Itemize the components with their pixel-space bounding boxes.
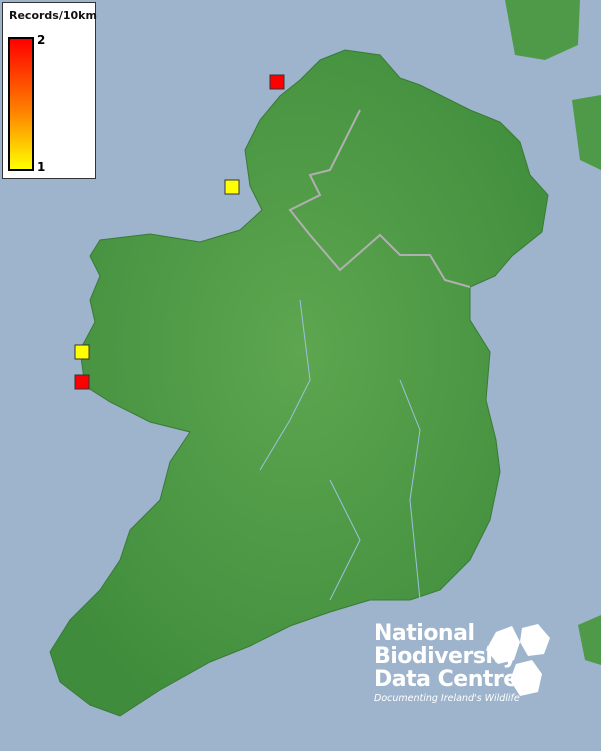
legend-min-label: 1 [37,160,46,174]
legend-title: Records/10km [9,9,97,22]
record-square[interactable] [224,179,240,195]
logo-tagline: Documenting Ireland's Wildlife [374,693,520,704]
scotland-landmass [505,0,601,665]
logo-line1: National [374,621,475,646]
legend-max-label: 2 [37,33,46,47]
hexagon-icon [486,624,550,696]
legend: Records/10km 2 1 [2,2,97,179]
ireland-landmass [49,49,549,717]
rivers [259,299,421,601]
nbdc-logo: National Biodiversity Data Centre Docume… [374,621,550,704]
record-square[interactable] [269,74,285,90]
border-line [288,109,471,288]
record-square[interactable] [74,374,90,390]
record-square[interactable] [74,344,90,360]
color-scale-bar [8,37,34,171]
logo-line2: Biodiversity [374,644,517,669]
logo-line3: Data Centre [374,667,518,692]
